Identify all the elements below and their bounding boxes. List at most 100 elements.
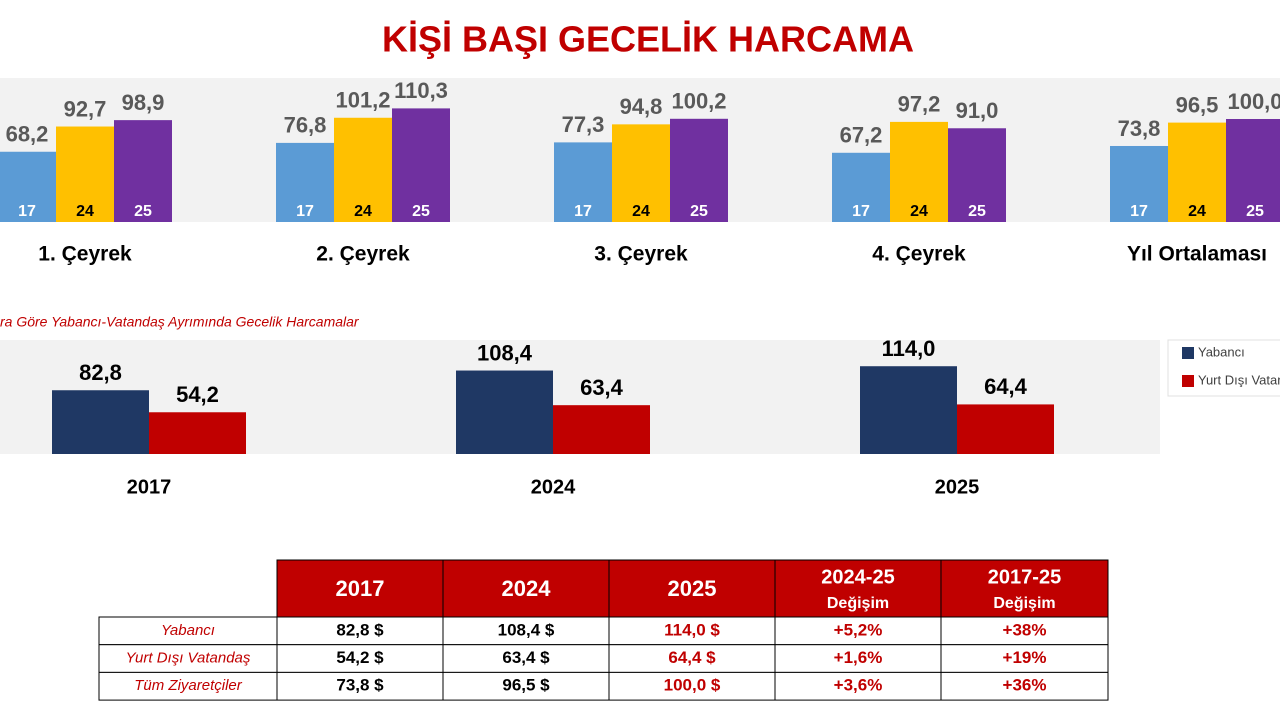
value-label: 67,2 [840,123,883,148]
table-cell: 96,5 $ [502,676,550,695]
series-label: 17 [296,203,314,220]
series-label: 17 [852,203,870,220]
bar [149,412,246,454]
bar [52,390,149,454]
column-subheader: Değişim [827,595,889,612]
value-label: 77,3 [562,112,605,137]
bar [1110,145,1168,222]
value-label: 73,8 [1118,116,1161,141]
x-tick-label: 2017 [127,476,172,498]
row-label: Yabancı [161,622,215,639]
column-header: 2025 [668,576,717,601]
legend-label: Yurt Dışı Vatandaş [1198,372,1280,387]
table-cell: +3,6% [834,676,883,695]
table-header-bg [276,559,1109,618]
bar [392,108,450,222]
bar [553,405,650,454]
legend-swatch [1182,347,1194,359]
value-label: 108,4 [477,340,533,365]
table-row [98,644,1109,673]
series-label: 24 [632,203,650,220]
column-header: 2024 [502,576,552,601]
x-tick-label: 2. Çeyrek [316,243,410,266]
bar [114,120,172,222]
table-cell: 100,0 $ [664,676,721,695]
column-header: 2017 [336,576,385,601]
value-label: 63,4 [580,375,624,400]
x-tick-label: 3. Çeyrek [594,243,688,266]
value-label: 100,0 [1227,89,1280,114]
row-label: Tüm Ziyaretçiler [134,677,243,694]
x-tick-label: Yıl Ortalaması [1127,243,1267,266]
bar [670,118,728,222]
bar [860,366,957,454]
table-row [98,671,1109,701]
series-label: 25 [1246,203,1264,220]
table-cell: +36% [1003,676,1047,695]
bar [957,404,1054,454]
series-label: 17 [574,203,592,220]
table-cell: 82,8 $ [336,620,384,639]
value-label: 114,0 [882,336,936,361]
bar [612,124,670,222]
legend-swatch [1182,375,1194,387]
column-header: 2017-25 [988,566,1061,588]
series-label: 25 [690,203,708,220]
column-subheader: Değişim [993,595,1055,612]
bar [948,128,1006,222]
value-label: 100,2 [671,89,726,114]
value-label: 97,2 [898,92,941,117]
column-header: 2024-25 [821,566,894,588]
value-label: 92,7 [64,96,107,121]
value-label: 110,3 [394,78,448,103]
table-cell: +5,2% [834,620,883,639]
bar [832,152,890,222]
series-label: 24 [1188,203,1206,220]
value-label: 91,0 [956,98,999,123]
table-cell: 73,8 $ [336,676,384,695]
x-tick-label: 2025 [935,476,980,498]
slide-title: KİŞİ BAŞI GECELİK HARCAMA [382,19,914,60]
bar [1226,119,1280,222]
x-tick-label: 1. Çeyrek [38,243,132,266]
series-label: 24 [76,203,94,220]
value-label: 96,5 [1176,92,1219,117]
value-label: 54,2 [176,382,219,407]
series-label: 17 [1130,203,1148,220]
table-cell: 54,2 $ [336,648,384,667]
table-cell: 64,4 $ [668,648,716,667]
table-cell: 114,0 $ [664,620,720,639]
series-label: 25 [134,203,152,220]
row-label: Yurt Dışı Vatandaş [126,650,251,667]
bar [56,126,114,222]
bar [276,142,334,222]
series-label: 25 [968,203,986,220]
bar [334,117,392,222]
value-label: 68,2 [6,122,49,147]
chart-subtitle: ra Göre Yabancı-Vatandaş Ayrımında Gecel… [0,314,360,330]
value-label: 64,4 [984,374,1028,399]
table-cell: 63,4 $ [502,648,550,667]
value-label: 94,8 [620,94,663,119]
value-label: 76,8 [284,113,327,138]
value-label: 82,8 [79,360,122,385]
x-tick-label: 4. Çeyrek [872,243,966,266]
series-label: 24 [354,203,372,220]
bar [456,370,553,454]
legend-label: Yabancı [1198,344,1245,359]
table-cell: 108,4 $ [498,620,555,639]
table-row [98,616,1109,646]
series-label: 17 [18,203,36,220]
table-cell: +1,6% [834,648,883,667]
series-label: 24 [910,203,928,220]
bar [1168,122,1226,222]
series-label: 25 [412,203,430,220]
table-cell: +19% [1003,648,1047,667]
bar [554,142,612,222]
bar [0,151,56,222]
x-tick-label: 2024 [531,476,576,498]
bar [890,121,948,222]
table-cell: +38% [1003,620,1047,639]
